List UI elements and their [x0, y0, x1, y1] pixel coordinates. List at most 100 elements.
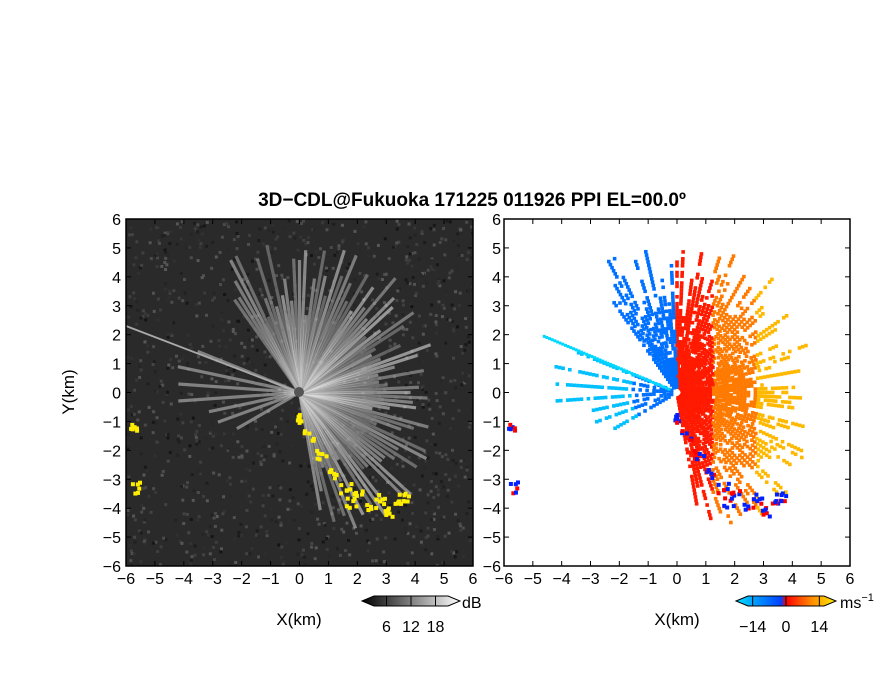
noise-speckle — [189, 232, 193, 236]
velocity-pixel — [724, 468, 729, 473]
velocity-pixel — [691, 346, 695, 350]
noise-speckle — [247, 242, 251, 246]
noise-speckle — [237, 319, 241, 323]
noise-speckle — [405, 327, 409, 331]
velocity-pixel — [723, 405, 728, 410]
velocity-pixel — [749, 380, 754, 385]
velocity-pixel — [722, 488, 727, 493]
x-tick-label: 2 — [730, 571, 739, 588]
velocity-pixel — [679, 340, 684, 344]
velocity-pixel — [621, 275, 626, 280]
velocity-pixel — [732, 390, 737, 395]
velocity-pixel — [752, 298, 756, 303]
velocity-pixel — [629, 318, 633, 323]
velocity-pixel — [672, 367, 676, 372]
velocity-pixel — [748, 452, 753, 456]
noise-speckle — [382, 514, 386, 518]
x-tick-label: 0 — [295, 571, 304, 588]
velocity-pixel — [693, 332, 698, 337]
velocity-pixel — [596, 396, 601, 400]
velocity-pixel — [701, 390, 706, 395]
velocity-pixel — [654, 382, 658, 386]
velocity-pixel — [652, 287, 656, 291]
velocity-pixel — [767, 415, 772, 420]
noise-speckle — [214, 540, 218, 544]
noise-speckle — [199, 469, 203, 473]
velocity-pixel — [710, 452, 715, 457]
velocity-pixel — [751, 454, 755, 459]
noise-speckle — [462, 458, 466, 462]
velocity-pixel — [656, 397, 661, 402]
noise-speckle — [372, 500, 376, 504]
velocity-pixel — [723, 333, 727, 337]
velocity-pixel — [770, 501, 775, 506]
noise-speckle — [245, 449, 249, 453]
noise-speckle — [356, 489, 360, 493]
velocity-pixel — [717, 363, 722, 368]
velocity-pixel — [686, 302, 691, 307]
velocity-pixel — [784, 385, 789, 390]
noise-speckle — [306, 293, 310, 297]
velocity-pixel — [734, 356, 738, 361]
velocity-pixel — [760, 394, 765, 399]
velocity-pixel — [561, 342, 565, 346]
noise-speckle — [154, 421, 158, 425]
velocity-pixel — [780, 439, 785, 444]
velocity-pixel — [649, 327, 653, 332]
velocity-pixel — [727, 439, 732, 443]
noise-speckle — [423, 324, 427, 328]
noise-speckle — [366, 549, 370, 553]
velocity-pixel — [687, 457, 691, 462]
noise-speckle — [214, 431, 218, 435]
noise-speckle — [279, 486, 283, 490]
velocity-pixel — [691, 481, 695, 486]
noise-speckle — [192, 344, 196, 348]
velocity-pixel — [738, 480, 742, 485]
velocity-pixel — [750, 301, 754, 306]
velocity-pixel — [722, 457, 726, 462]
noise-speckle — [213, 403, 217, 407]
velocity-pixel — [678, 315, 683, 320]
noise-speckle — [197, 515, 201, 519]
velocity-pixel — [782, 458, 786, 463]
noise-speckle — [423, 465, 427, 469]
velocity-pixel — [670, 340, 675, 344]
noise-speckle — [223, 411, 227, 415]
velocity-pixel — [799, 448, 804, 453]
noise-speckle — [262, 445, 266, 449]
strong-echo-pixel — [377, 499, 382, 504]
velocity-pixel — [753, 341, 757, 345]
noise-speckle — [290, 401, 294, 405]
velocity-pixel — [598, 418, 602, 423]
colorbar-tick-label: 0 — [782, 619, 791, 636]
velocity-pixel — [696, 448, 700, 452]
noise-speckle — [269, 250, 273, 254]
velocity-pixel — [739, 306, 744, 311]
noise-speckle — [435, 331, 439, 335]
velocity-pixel — [694, 444, 699, 449]
velocity-pixel — [758, 429, 763, 434]
velocity-pixel — [691, 299, 695, 304]
noise-speckle — [401, 299, 405, 303]
velocity-pixel — [668, 319, 673, 324]
noise-speckle — [401, 437, 405, 441]
noise-speckle — [430, 267, 434, 271]
velocity-pixel — [628, 393, 632, 398]
velocity-pixel — [752, 426, 757, 431]
noise-speckle — [327, 554, 331, 558]
velocity-pixel — [705, 463, 709, 467]
noise-speckle — [156, 297, 160, 301]
noise-speckle — [436, 493, 440, 497]
velocity-pixel — [663, 302, 668, 307]
noise-speckle — [249, 500, 253, 504]
velocity-pixel — [691, 453, 696, 457]
noise-speckle — [406, 561, 410, 565]
velocity-pixel — [757, 497, 762, 502]
velocity-pixel — [618, 309, 622, 314]
velocity-pixel — [663, 327, 668, 331]
velocity-pixel — [745, 416, 750, 420]
noise-speckle — [153, 389, 157, 393]
strong-echo-pixel — [138, 480, 143, 485]
velocity-pixel — [750, 359, 755, 363]
noise-speckle — [164, 256, 168, 260]
